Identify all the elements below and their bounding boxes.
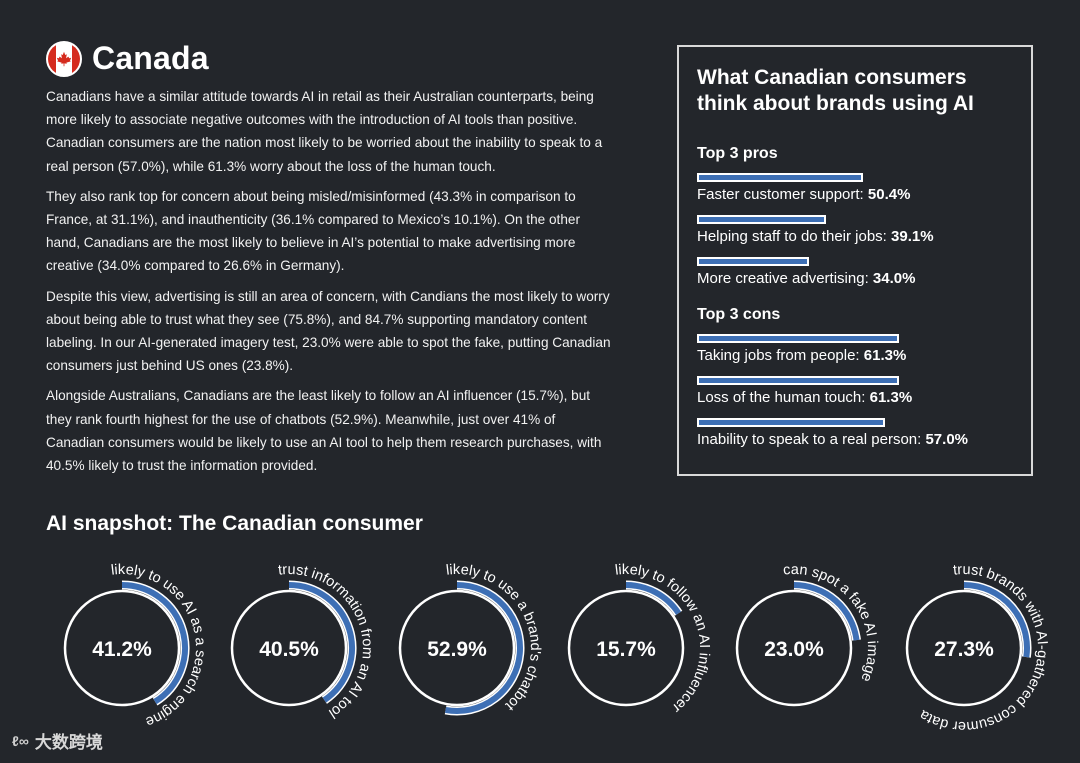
ring-value: 27.3% bbox=[934, 638, 994, 661]
con-item: Taking jobs from people: 61.3% bbox=[697, 334, 1013, 365]
page-title: Canada bbox=[92, 40, 209, 76]
snapshot-title: AI snapshot: The Canadian consumer bbox=[46, 512, 423, 535]
pro-value: 34.0% bbox=[872, 270, 916, 287]
pros-list: Faster customer support: 50.4% Helping st… bbox=[697, 173, 1013, 288]
pro-bar bbox=[697, 215, 827, 224]
pro-item: Faster customer support: 50.4% bbox=[697, 173, 1013, 204]
ring-outline bbox=[905, 589, 1023, 707]
con-label: Loss of the human touch: 61.3% bbox=[697, 388, 1013, 407]
page-header: Canada bbox=[46, 40, 209, 77]
cons-list: Taking jobs from people: 61.3% Loss of th… bbox=[697, 334, 1013, 449]
pro-bar bbox=[697, 173, 864, 182]
con-value: 61.3% bbox=[863, 347, 907, 364]
pro-label-text: Faster customer support: bbox=[697, 186, 868, 203]
ring-outline bbox=[230, 589, 348, 707]
pro-label: More creative advertising: 34.0% bbox=[697, 269, 1013, 288]
intro-paragraph: Alongside Australians, Canadians are the… bbox=[46, 388, 602, 474]
snapshot-rings: likely to use AI as a search engine41.2%… bbox=[63, 562, 1050, 734]
con-value: 61.3% bbox=[869, 389, 913, 406]
pro-label: Faster customer support: 50.4% bbox=[697, 185, 1013, 204]
watermark: ℓ∞ 大数跨境 bbox=[12, 728, 103, 753]
pro-label: Helping staff to do their jobs: 39.1% bbox=[697, 227, 1013, 246]
pro-label-text: More creative advertising: bbox=[697, 270, 873, 287]
con-bar bbox=[697, 334, 900, 343]
con-label-text: Taking jobs from people: bbox=[697, 347, 864, 364]
ring-value: 15.7% bbox=[596, 638, 656, 661]
ring-progress-arc bbox=[121, 582, 188, 705]
ring-value: 40.5% bbox=[259, 638, 319, 661]
ring-outline bbox=[567, 589, 685, 707]
brands-using-ai-box: What Canadian consumers think about bran… bbox=[677, 45, 1033, 476]
con-label-text: Inability to speak to a real person: bbox=[697, 431, 926, 448]
intro-paragraph: They also rank top for concern about bei… bbox=[46, 188, 580, 274]
canada-flag-icon bbox=[46, 40, 82, 77]
con-label: Taking jobs from people: 61.3% bbox=[697, 346, 1013, 365]
ring-outline bbox=[735, 589, 853, 707]
box-title: What Canadian consumers think about bran… bbox=[697, 66, 974, 115]
con-label: Inability to speak to a real person: 57.… bbox=[697, 430, 1013, 449]
ring-progress-arc bbox=[445, 582, 523, 714]
watermark-text: 大数跨境 bbox=[34, 733, 103, 752]
pro-item: More creative advertising: 34.0% bbox=[697, 257, 1013, 288]
ring-progress-arc bbox=[625, 582, 682, 615]
ring-value: 41.2% bbox=[92, 638, 152, 661]
con-item: Loss of the human touch: 61.3% bbox=[697, 376, 1013, 407]
pros-heading: Top 3 pros bbox=[697, 145, 778, 162]
ring-value: 23.0% bbox=[764, 638, 824, 661]
con-bar bbox=[697, 376, 900, 385]
con-label-text: Loss of the human touch: bbox=[697, 389, 870, 406]
ring-value: 52.9% bbox=[427, 638, 487, 661]
intro-paragraph: Canadians have a similar attitude toward… bbox=[46, 89, 603, 174]
con-value: 57.0% bbox=[925, 431, 969, 448]
snapshot-ring: trust brands with AI-gathered consumer d… bbox=[905, 562, 1050, 734]
intro-paragraph: Despite this view, advertising is still … bbox=[46, 288, 611, 374]
brand-logo-icon: ℓ∞ bbox=[12, 732, 29, 749]
ring-progress-arc bbox=[793, 582, 860, 641]
ring-label: can spot a fake AI image bbox=[782, 562, 880, 684]
cons-heading: Top 3 cons bbox=[697, 306, 781, 323]
pro-value: 50.4% bbox=[867, 186, 911, 203]
ring-progress-arc bbox=[288, 582, 355, 703]
pro-label-text: Helping staff to do their jobs: bbox=[697, 228, 892, 245]
ring-outline bbox=[398, 589, 516, 707]
con-bar bbox=[697, 418, 886, 427]
pro-value: 39.1% bbox=[891, 228, 934, 245]
intro-text: Canadians have a similar attitude toward… bbox=[46, 85, 616, 484]
pro-item: Helping staff to do their jobs: 39.1% bbox=[697, 215, 1013, 246]
con-item: Inability to speak to a real person: 57.… bbox=[697, 418, 1013, 449]
ring-outline bbox=[63, 589, 181, 707]
ring-progress-arc bbox=[963, 582, 1030, 658]
pro-bar bbox=[697, 257, 810, 266]
